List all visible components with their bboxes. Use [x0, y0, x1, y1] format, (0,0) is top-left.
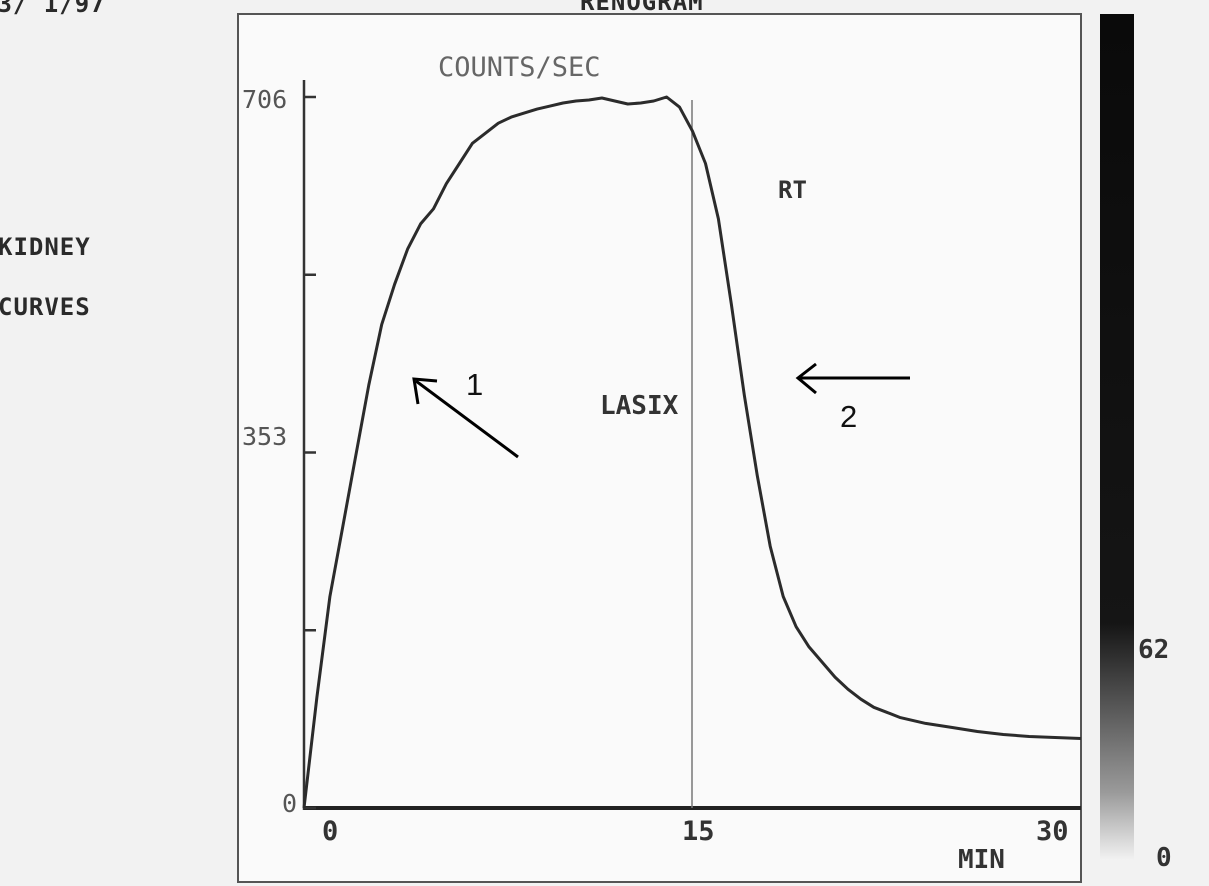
y-tick-label-max: 706	[242, 85, 287, 114]
x-tick-label-start: 0	[322, 816, 338, 847]
annotation-arrow-2	[795, 362, 910, 395]
lasix-label: LASIX	[600, 391, 679, 421]
x-tick-label-mid: 15	[682, 816, 715, 847]
y-tick-label-zero: 0	[282, 789, 297, 818]
rt-series-label: RT	[778, 176, 807, 204]
annotation-number-1: 1	[466, 367, 483, 402]
date-label: 23/ 1/97	[0, 0, 106, 18]
annotation-arrow-1	[412, 377, 519, 459]
y-axis-label: COUNTS/SEC	[438, 52, 601, 83]
plot-frame	[237, 13, 1082, 883]
side-label-line1: KIDNEY	[0, 233, 91, 261]
annotation-number-2: 2	[840, 399, 857, 434]
chart-header-title: RENOGRAM	[580, 0, 704, 16]
color-scale-max-label: 62	[1138, 635, 1169, 665]
color-scale-min-label: 0	[1156, 843, 1172, 873]
y-tick-label-mid: 353	[242, 422, 287, 451]
x-tick-label-end: 30	[1036, 816, 1069, 847]
x-axis-label: MIN	[958, 845, 1005, 875]
side-label-line2: CURVES	[0, 293, 91, 321]
rt-curve-series	[302, 95, 1082, 809]
color-scale-bar	[1100, 14, 1134, 860]
